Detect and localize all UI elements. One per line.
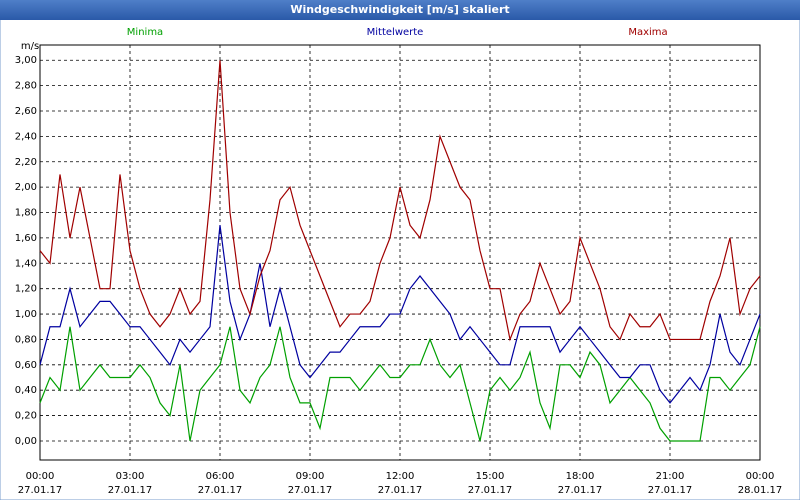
y-tick-label: 0,80 xyxy=(15,334,37,345)
y-tick-label: 0,20 xyxy=(15,411,37,422)
x-tick-date: 27.01.17 xyxy=(108,485,153,496)
x-tick-date: 27.01.17 xyxy=(18,485,63,496)
x-tick-label: 18:00 xyxy=(566,471,595,482)
series-line xyxy=(39,225,761,404)
x-tick-label: 09:00 xyxy=(296,471,325,482)
x-tick-label: 21:00 xyxy=(656,471,685,482)
x-tick-date: 28.01.17 xyxy=(738,485,783,496)
chart-title: Windgeschwindigkeit [m/s] skaliert xyxy=(290,3,509,16)
y-tick-label: 1,60 xyxy=(15,233,37,244)
series-line xyxy=(39,326,761,442)
y-tick-label: 0,00 xyxy=(15,436,37,447)
y-tick-label: 3,00 xyxy=(15,55,37,66)
y-tick-label: 1,40 xyxy=(15,258,37,269)
x-tick-label: 06:00 xyxy=(206,471,235,482)
y-tick-label: 2,60 xyxy=(15,106,37,117)
x-tick-label: 00:00 xyxy=(746,471,775,482)
x-tick-label: 03:00 xyxy=(116,471,145,482)
y-tick-label: 1,80 xyxy=(15,208,37,219)
x-tick-label: 00:00 xyxy=(26,471,55,482)
y-tick-label: 2,40 xyxy=(15,131,37,142)
series-line xyxy=(39,60,761,342)
y-tick-label: 0,60 xyxy=(15,360,37,371)
y-tick-label: 2,80 xyxy=(15,81,37,92)
x-tick-date: 27.01.17 xyxy=(558,485,603,496)
y-unit: m/s xyxy=(21,41,39,52)
x-tick-label: 15:00 xyxy=(476,471,505,482)
x-tick-label: 12:00 xyxy=(386,471,415,482)
y-tick-label: 1,00 xyxy=(15,309,37,320)
x-tick-date: 27.01.17 xyxy=(198,485,243,496)
y-tick-label: 2,00 xyxy=(15,182,37,193)
y-tick-label: 0,40 xyxy=(15,385,37,396)
legend-entry: Maxima xyxy=(628,27,667,38)
legend-entry: Minima xyxy=(127,27,163,38)
x-tick-date: 27.01.17 xyxy=(468,485,513,496)
x-tick-date: 27.01.17 xyxy=(378,485,423,496)
y-tick-label: 1,20 xyxy=(15,284,37,295)
legend-entry: Mittelwerte xyxy=(367,27,424,38)
title-bar xyxy=(0,0,800,20)
x-tick-date: 27.01.17 xyxy=(288,485,333,496)
y-tick-label: 2,20 xyxy=(15,157,37,168)
x-tick-date: 27.01.17 xyxy=(648,485,693,496)
